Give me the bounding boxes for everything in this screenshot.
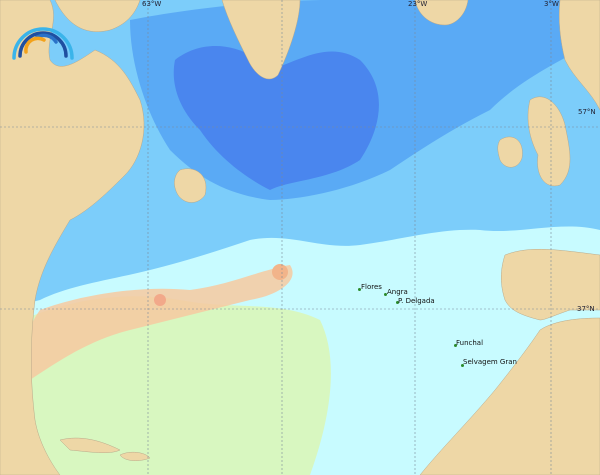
- place-label-funchal[interactable]: Funchal: [456, 339, 484, 347]
- lat-label: 57°N: [578, 108, 596, 116]
- place-marker: [454, 344, 457, 347]
- deep-blue-zone: [173, 46, 379, 190]
- north-america: [0, 0, 145, 475]
- lon-label: 23°W: [408, 0, 428, 8]
- newfoundland: [174, 168, 207, 203]
- place-label-selvagem-gran[interactable]: Selvagem Gran: [463, 358, 517, 366]
- caribbean-hispaniola: [119, 451, 151, 461]
- baffin-area: [54, 0, 141, 32]
- warm-zone: [24, 265, 293, 380]
- lon-label: 63°W: [142, 0, 162, 8]
- iberia: [501, 248, 600, 321]
- warm-eddy: [154, 294, 166, 306]
- lat-label: 37°N: [577, 305, 595, 313]
- lon-label: 3°W: [544, 0, 559, 8]
- wave-arcs-logo-icon: [12, 27, 74, 60]
- place-marker: [358, 288, 361, 291]
- place-marker: [461, 364, 464, 367]
- place-label-flores[interactable]: Flores: [361, 283, 382, 291]
- greenland: [221, 0, 301, 80]
- caribbean-cuba: [59, 437, 121, 453]
- place-label-angra[interactable]: Angra: [387, 288, 408, 296]
- africa: [419, 317, 600, 475]
- iceland: [414, 0, 469, 26]
- british-isles: [527, 96, 571, 187]
- europe-north: [558, 0, 600, 111]
- place-marker: [396, 301, 399, 304]
- warm-eddy: [272, 264, 288, 280]
- place-marker: [384, 293, 387, 296]
- ireland: [497, 136, 523, 168]
- place-label-p-delgada[interactable]: P. Delgada: [398, 297, 435, 305]
